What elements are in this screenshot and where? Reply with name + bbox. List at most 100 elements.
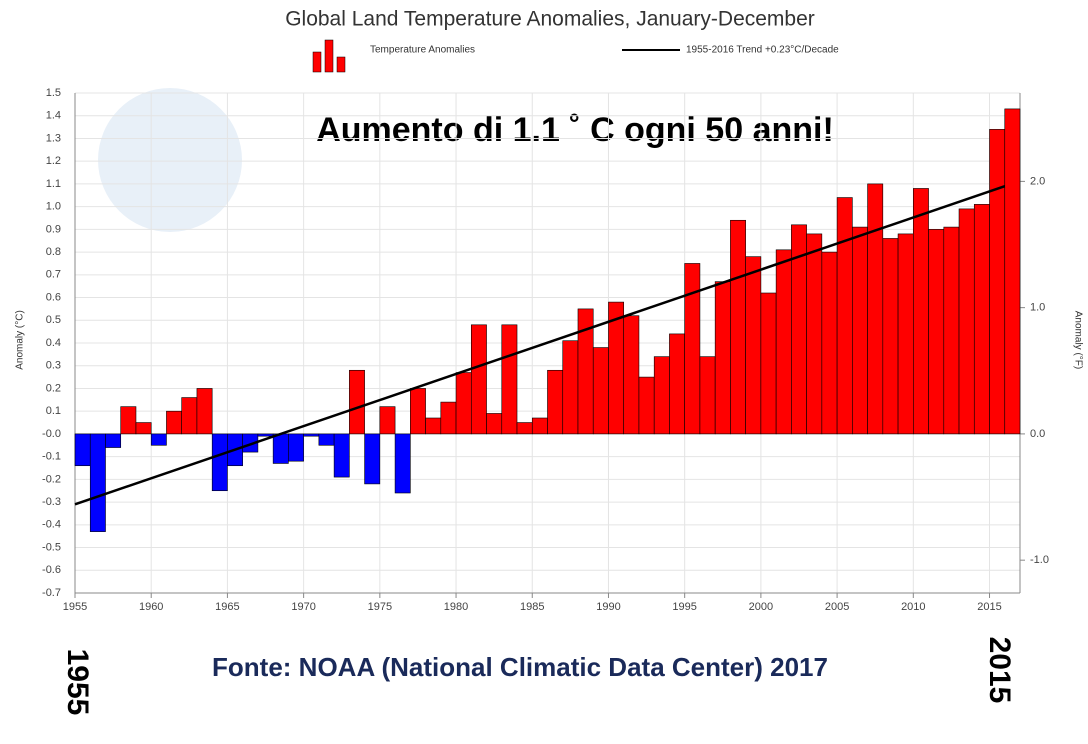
bar [897,233,914,435]
bar [973,204,990,435]
bar [379,406,396,435]
y-tick-label: 0.3 [46,360,61,372]
legend-label: 1955-2016 Trend +0.23°C/Decade [686,45,839,56]
bar [364,433,381,485]
annotation: Aumento di 1.1 ˚ C ogni 50 anni! [316,111,834,149]
bar [1004,108,1021,435]
bar [806,233,823,435]
bar [699,356,716,435]
bar [516,422,533,435]
bar [562,340,579,435]
annotation: 1955 [61,649,94,716]
bar [989,129,1006,435]
annotation: Fonte: NOAA (National Climatic Data Cent… [212,652,828,682]
y2-axis-label: Anomaly (°F) [1072,311,1083,369]
bar [135,422,152,435]
y-tick-label: 0.2 [46,382,61,394]
y-tick-label: -0.0 [42,428,61,440]
y-tick-label: 1.1 [46,178,61,190]
annotation: 2015 [983,637,1016,704]
bar [211,433,228,492]
bar [775,249,792,435]
y-axis-label: Anomaly (°C) [15,310,26,370]
y-tick-label: -0.3 [42,496,61,508]
x-tick-label: 1975 [368,601,392,613]
y-tick-label: 0.7 [46,269,61,281]
y-tick-label: 0.9 [46,223,61,235]
bar [196,388,213,435]
bar [852,226,868,435]
bar [486,413,503,435]
trend-line [74,184,1006,506]
bar [501,324,518,435]
bar [913,188,929,435]
x-tick-label: 1985 [520,601,544,613]
legend-swatch [336,56,346,73]
bar [592,347,609,435]
bar [150,433,167,446]
legend-swatch [312,51,322,73]
y-tick-label: -0.4 [42,519,61,531]
x-tick-label: 2000 [749,601,773,613]
bar [882,238,899,435]
bar [349,369,365,435]
bar [333,433,350,478]
bar [653,356,670,435]
bar [928,229,945,435]
bar [272,433,289,464]
logo-watermark [98,88,242,232]
x-tick-label: 2010 [901,601,925,613]
bar [547,369,564,435]
y-tick-label: 0.8 [46,246,61,258]
y-tick-label: 1.3 [46,132,61,144]
bar [470,324,487,435]
y-tick-label: 0.5 [46,314,61,326]
bar [684,263,701,435]
bar [440,401,457,435]
y2-tick-label: 2.0 [1030,175,1045,187]
legend-swatch [324,39,334,73]
bar [74,433,91,467]
bar [105,433,122,448]
bar [958,208,975,435]
legend-label: Temperature Anomalies [370,45,475,56]
y2-tick-label: -1.0 [1030,554,1049,566]
bar [425,417,442,435]
bar [836,197,853,435]
y-tick-label: -0.2 [42,473,61,485]
y-tick-label: 0.4 [46,337,61,349]
bar [410,388,426,435]
bar [303,433,320,437]
bar [760,292,777,435]
x-tick-label: 1955 [63,601,87,613]
x-tick-label: 1960 [139,601,163,613]
y-tick-label: -0.5 [42,541,61,553]
y-tick-label: 1.0 [46,201,61,213]
bar [288,433,304,462]
bar [181,397,198,435]
bar [120,406,137,435]
bar [89,433,106,532]
bar [166,410,182,435]
x-tick-label: 1965 [215,601,239,613]
bar [623,315,640,435]
y2-tick-label: 1.0 [1030,302,1045,314]
y-tick-label: 0.6 [46,291,61,303]
bar [821,251,838,435]
bar [318,433,335,446]
x-tick-label: 1980 [444,601,468,613]
y-tick-label: 1.2 [46,155,61,167]
y-tick-label: -0.7 [42,587,61,599]
bar [867,183,884,435]
bar [531,417,548,435]
bar [730,219,746,435]
bar [394,433,411,494]
bar [257,433,274,437]
y-tick-label: 1.4 [46,110,61,122]
x-tick-label: 1995 [672,601,696,613]
bar [669,333,685,435]
y2-tick-label: 0.0 [1030,428,1045,440]
x-tick-label: 1970 [291,601,315,613]
y-tick-label: 1.5 [46,87,61,99]
